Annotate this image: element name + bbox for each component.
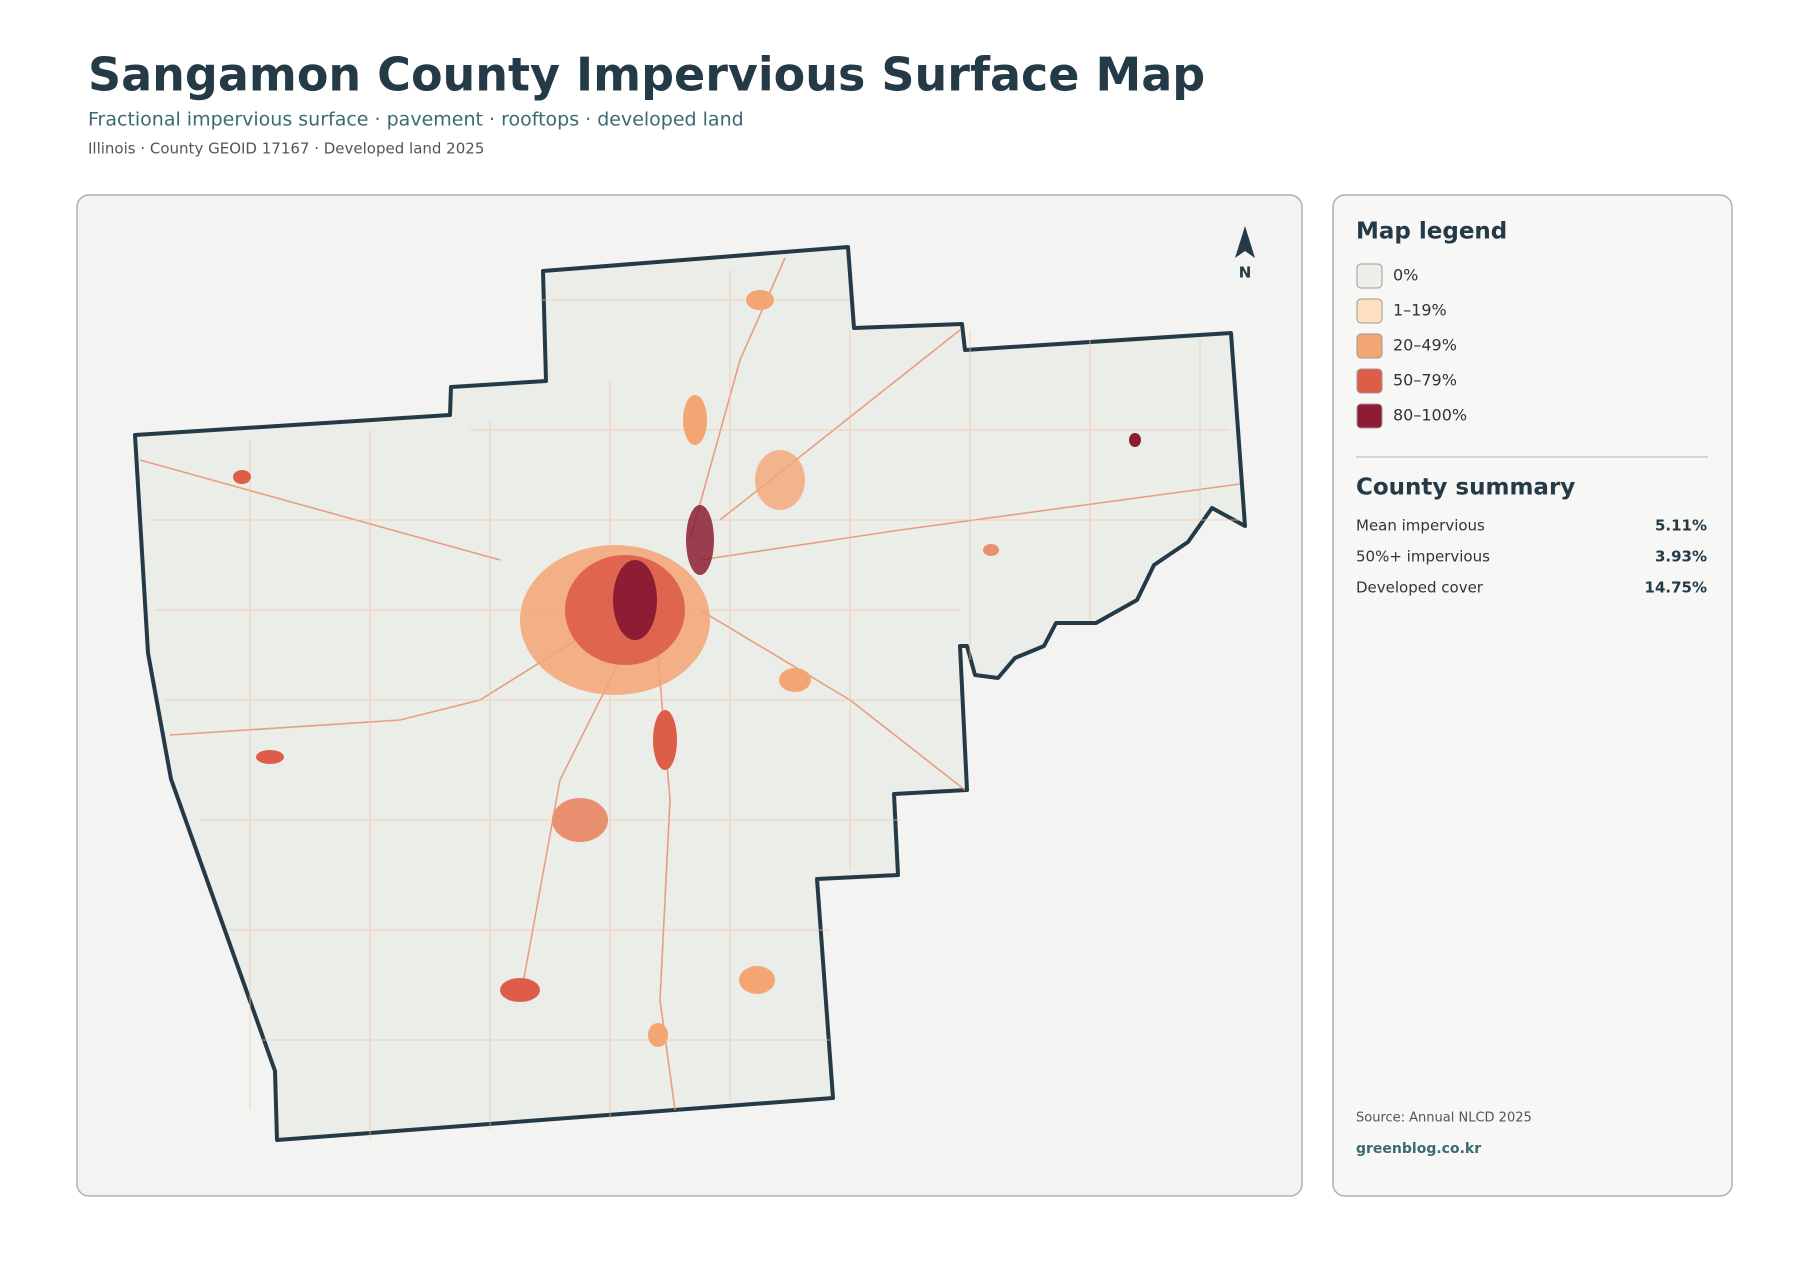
summary-title: County summary [1356,475,1575,501]
summary-label: Mean impervious [1356,517,1485,535]
source: Source: Annual NLCD 2025 [1356,1111,1532,1126]
title: Sangamon County Impervious Surface Map [88,48,1205,102]
legend-label: 20–49% [1393,336,1457,355]
legend-items: 0% 1–19% 20–49% 50–79% 80–100% [1356,263,1467,429]
legend-swatch [1356,403,1383,429]
subtitle: Fractional impervious surface · pavement… [88,109,744,131]
legend-swatch [1356,368,1383,394]
legend-swatch [1356,333,1383,359]
legend-label: 0% [1393,266,1418,285]
legend-label: 1–19% [1393,301,1447,320]
meta: Illinois · County GEOID 17167 · Develope… [88,140,484,158]
legend-label: 80–100% [1393,406,1467,425]
legend-title: Map legend [1356,219,1507,245]
summary-value: 3.93% [1655,548,1707,566]
summary-label: Developed cover [1356,579,1484,597]
legend-swatch [1356,298,1383,324]
summary-rows: Mean impervious 5.11% 50%+ impervious 3.93%… [1356,517,1707,597]
urban-areas [233,290,1141,1047]
summary-value: 5.11% [1655,517,1707,535]
north-label: N [1239,264,1252,282]
legend-swatch [1356,263,1383,289]
summary-label: 50%+ impervious [1356,548,1490,566]
legend-panel [1332,194,1733,1197]
map [133,245,1247,1142]
summary-value: 14.75% [1645,579,1707,597]
county [133,245,1247,1142]
legend-label: 50–79% [1393,371,1457,390]
site: greenblog.co.kr [1356,1141,1481,1157]
north-arrow: N [1235,226,1255,282]
